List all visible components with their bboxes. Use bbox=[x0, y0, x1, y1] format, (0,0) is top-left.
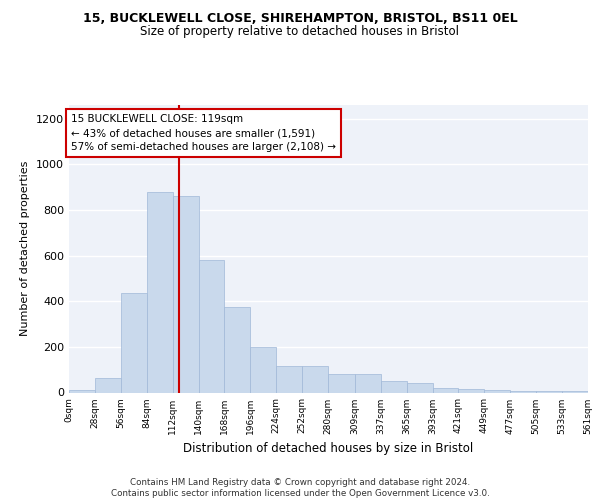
Bar bbox=[199, 260, 224, 392]
Bar bbox=[69, 390, 95, 392]
Bar bbox=[224, 306, 250, 392]
Bar bbox=[302, 366, 328, 392]
Bar bbox=[276, 366, 302, 392]
Text: Size of property relative to detached houses in Bristol: Size of property relative to detached ho… bbox=[140, 25, 460, 38]
Bar bbox=[458, 389, 484, 392]
Bar bbox=[407, 384, 433, 392]
Bar bbox=[433, 388, 458, 392]
Bar bbox=[484, 390, 510, 392]
Bar bbox=[250, 347, 276, 393]
Bar bbox=[510, 390, 536, 392]
Bar bbox=[121, 293, 147, 392]
Bar bbox=[328, 374, 355, 392]
X-axis label: Distribution of detached houses by size in Bristol: Distribution of detached houses by size … bbox=[184, 442, 473, 455]
Y-axis label: Number of detached properties: Number of detached properties bbox=[20, 161, 31, 336]
Text: 15 BUCKLEWELL CLOSE: 119sqm
← 43% of detached houses are smaller (1,591)
57% of : 15 BUCKLEWELL CLOSE: 119sqm ← 43% of det… bbox=[71, 114, 336, 152]
Bar bbox=[95, 378, 121, 392]
Text: 15, BUCKLEWELL CLOSE, SHIREHAMPTON, BRISTOL, BS11 0EL: 15, BUCKLEWELL CLOSE, SHIREHAMPTON, BRIS… bbox=[83, 12, 517, 26]
Bar bbox=[173, 196, 199, 392]
Bar bbox=[381, 381, 407, 392]
Text: Contains HM Land Registry data © Crown copyright and database right 2024.
Contai: Contains HM Land Registry data © Crown c… bbox=[110, 478, 490, 498]
Bar bbox=[147, 192, 173, 392]
Bar bbox=[355, 374, 381, 392]
